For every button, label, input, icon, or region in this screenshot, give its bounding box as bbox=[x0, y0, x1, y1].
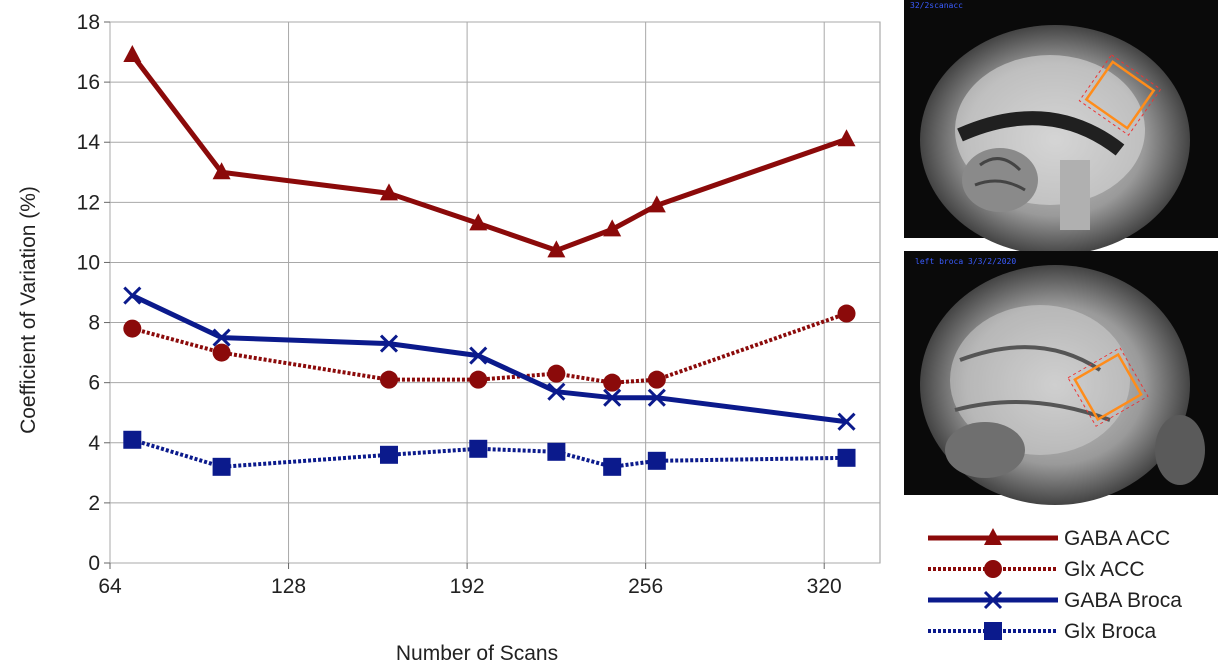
x-tick-label: 256 bbox=[628, 575, 663, 598]
legend-marker-gaba-acc bbox=[984, 528, 1002, 545]
data-point-glx-acc bbox=[547, 364, 566, 383]
series-line-gaba-acc bbox=[130, 53, 848, 253]
data-point-glx-broca bbox=[469, 439, 488, 458]
data-point-glx-broca bbox=[123, 430, 142, 449]
y-tick-label: 10 bbox=[77, 251, 100, 274]
legend-marker-glx-acc bbox=[984, 560, 1002, 578]
data-point-gaba-acc bbox=[123, 45, 142, 63]
legend-item-glx-broca: Glx Broca bbox=[928, 620, 1157, 643]
legend: GABA ACC Glx ACC GABA Broca Glx Broca bbox=[928, 527, 1182, 643]
legend-label-glx-broca: Glx Broca bbox=[1064, 620, 1157, 643]
series-gaba-acc bbox=[123, 45, 856, 258]
series-line-glx-acc bbox=[131, 311, 848, 385]
data-point-gaba-broca bbox=[212, 328, 231, 347]
data-point-gaba-broca bbox=[379, 334, 399, 353]
legend-label-gaba-broca: GABA Broca bbox=[1064, 589, 1182, 612]
data-point-gaba-broca bbox=[647, 388, 666, 407]
y-axis-title: Coefficient of Variation (%) bbox=[17, 186, 40, 434]
plot-area bbox=[109, 21, 881, 564]
data-point-gaba-broca bbox=[123, 286, 142, 305]
data-point-gaba-broca bbox=[469, 346, 488, 365]
series-glx-broca bbox=[123, 430, 856, 476]
y-tick-label: 12 bbox=[77, 191, 100, 214]
legend-marker-gaba-broca bbox=[983, 590, 1003, 610]
data-point-glx-acc bbox=[379, 370, 398, 389]
data-point-gaba-acc bbox=[647, 195, 666, 213]
legend-item-glx-acc: Glx ACC bbox=[928, 558, 1145, 581]
mri-broca-image: left broca 3/3/2/2020 bbox=[904, 251, 1218, 505]
data-point-gaba-acc bbox=[469, 213, 488, 231]
legend-marker-glx-broca bbox=[984, 622, 1002, 640]
x-tick-label: 192 bbox=[450, 575, 485, 598]
x-tick-label: 64 bbox=[98, 575, 122, 598]
y-tick-label: 8 bbox=[88, 312, 100, 335]
data-point-gaba-acc bbox=[212, 162, 231, 180]
series bbox=[123, 45, 856, 476]
data-point-gaba-broca bbox=[603, 388, 622, 407]
data-point-glx-acc bbox=[603, 373, 622, 392]
data-point-gaba-acc bbox=[379, 183, 398, 201]
x-axis-title: Number of Scans bbox=[396, 642, 558, 665]
y-tick-label: 2 bbox=[88, 492, 100, 515]
y-tick-label: 16 bbox=[77, 71, 100, 94]
axes: 0 2 4 6 8 10 12 14 16 18 64 128 192 256 320 bbox=[77, 11, 842, 598]
x-tick-label: 128 bbox=[271, 575, 306, 598]
data-point-glx-acc bbox=[837, 304, 856, 323]
legend-item-gaba-acc: GABA ACC bbox=[928, 527, 1170, 550]
legend-item-gaba-broca: GABA Broca bbox=[928, 589, 1182, 612]
y-tick-label: 6 bbox=[88, 372, 100, 395]
series-glx-acc bbox=[123, 304, 856, 392]
data-point-glx-broca bbox=[547, 442, 566, 461]
data-point-gaba-acc bbox=[837, 129, 856, 147]
data-point-glx-acc bbox=[123, 319, 142, 338]
data-point-gaba-broca bbox=[547, 382, 566, 401]
mri-acc-image: 32/2scanacc bbox=[904, 0, 1218, 255]
data-point-glx-broca bbox=[647, 451, 666, 470]
series-gaba-broca bbox=[123, 286, 856, 431]
y-tick-label: 0 bbox=[88, 552, 100, 575]
data-point-glx-acc bbox=[212, 343, 231, 362]
series-line-gaba-broca bbox=[131, 293, 847, 425]
grid bbox=[109, 21, 880, 564]
data-point-glx-acc bbox=[647, 370, 666, 389]
series-line-glx-broca bbox=[131, 437, 847, 469]
legend-label-gaba-acc: GABA ACC bbox=[1064, 527, 1170, 550]
data-point-glx-broca bbox=[379, 445, 398, 464]
data-point-glx-broca bbox=[603, 457, 622, 476]
y-tick-label: 4 bbox=[88, 432, 100, 455]
mri-broca-caption: left broca 3/3/2/2020 bbox=[915, 257, 1016, 266]
x-tick-label: 320 bbox=[807, 575, 842, 598]
data-point-gaba-broca bbox=[837, 412, 856, 431]
data-point-glx-acc bbox=[469, 370, 488, 389]
y-tick-label: 18 bbox=[77, 11, 100, 34]
mri-acc-caption: 32/2scanacc bbox=[910, 1, 963, 10]
data-point-glx-broca bbox=[212, 457, 231, 476]
data-point-gaba-acc bbox=[547, 240, 566, 258]
y-tick-label: 14 bbox=[77, 131, 101, 154]
data-point-glx-broca bbox=[837, 448, 856, 467]
legend-label-glx-acc: Glx ACC bbox=[1064, 558, 1145, 581]
data-point-gaba-acc bbox=[603, 219, 622, 237]
